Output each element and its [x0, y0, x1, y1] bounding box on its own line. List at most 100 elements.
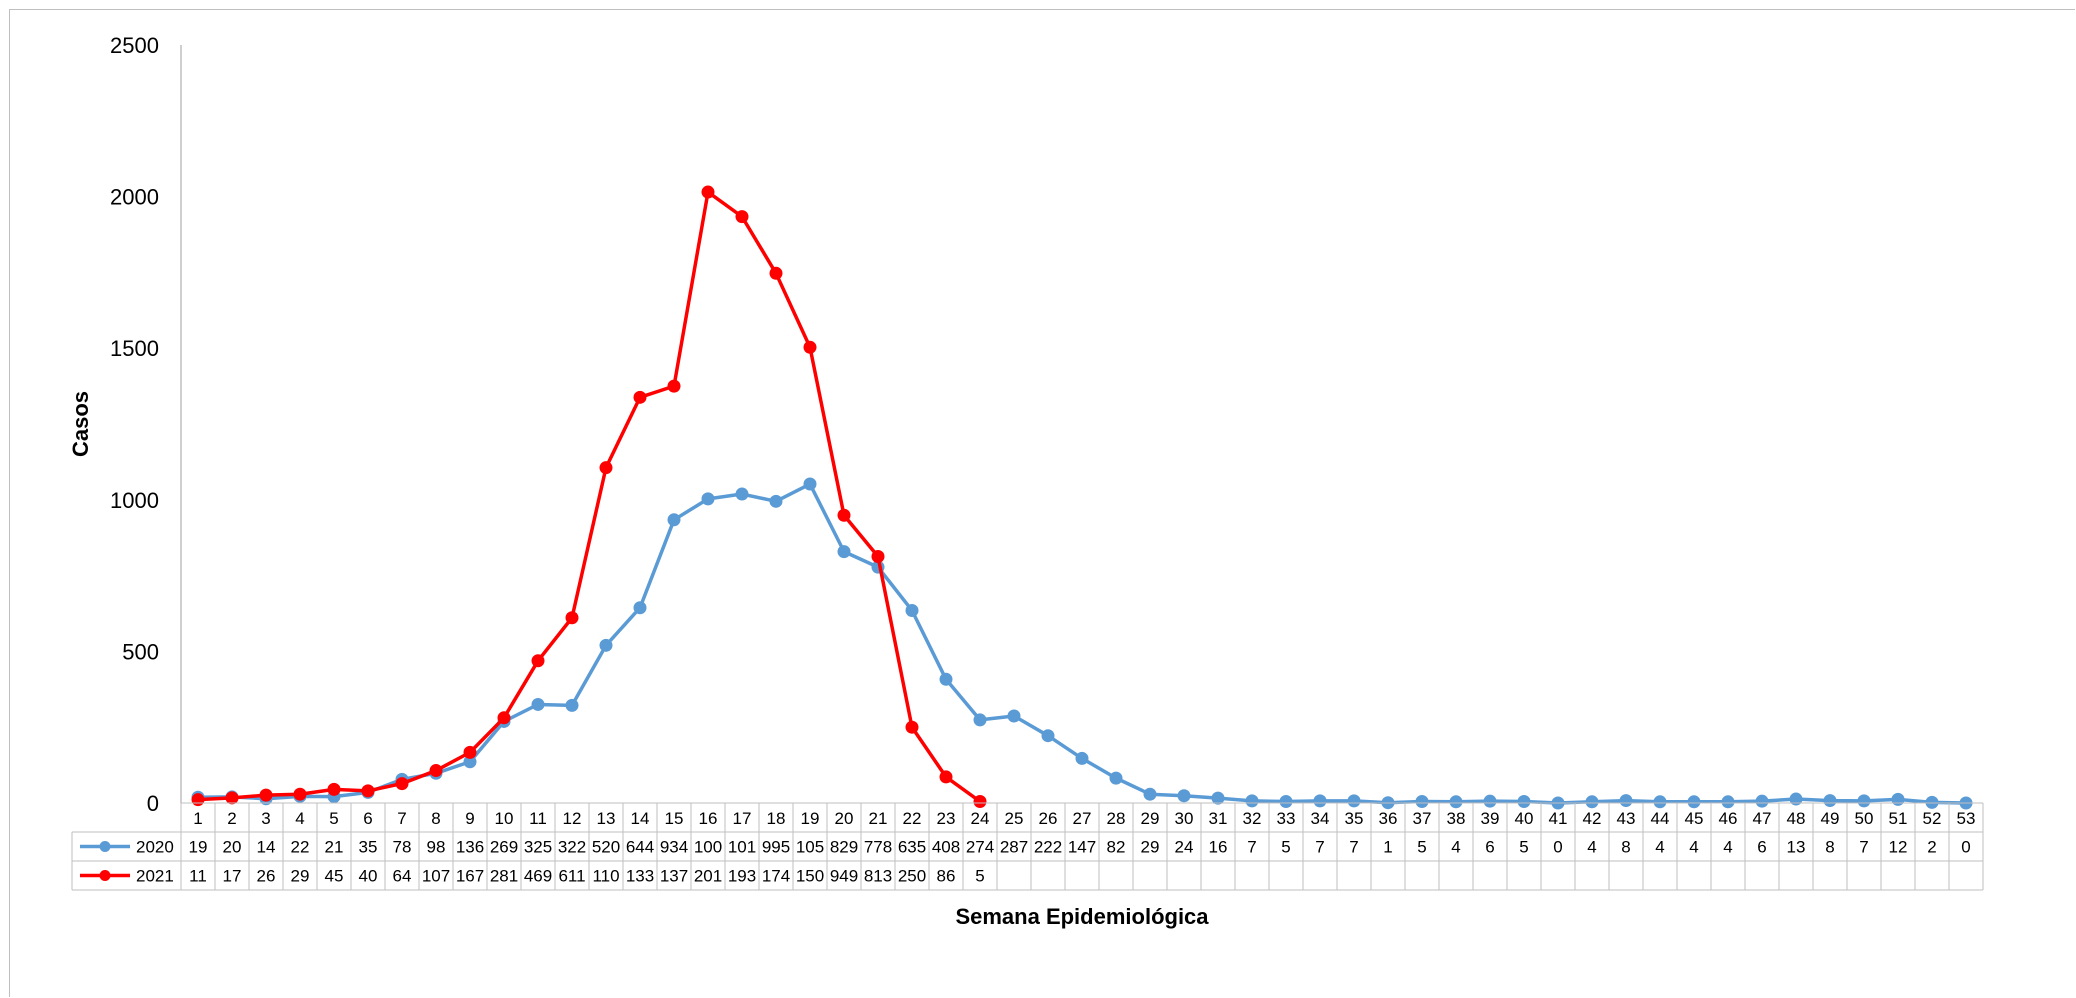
x-tick-label: 34: [1311, 809, 1330, 828]
data-point-2020: [633, 601, 647, 615]
y-tick-label: 1500: [110, 336, 159, 361]
data-point-2020: [701, 492, 715, 506]
data-point-2021: [429, 764, 443, 778]
table-cell: 150: [796, 867, 824, 886]
table-cell: 269: [490, 838, 518, 857]
table-cell: 995: [762, 838, 790, 857]
x-tick-label: 41: [1549, 809, 1568, 828]
x-tick-label: 16: [699, 809, 718, 828]
data-point-2020: [1653, 795, 1667, 809]
table-cell: 14: [257, 838, 276, 857]
x-tick-label: 53: [1957, 809, 1976, 828]
table-cell: 469: [524, 867, 552, 886]
table-cell: 520: [592, 838, 620, 857]
data-point-2020: [1279, 794, 1293, 808]
x-tick-label: 27: [1073, 809, 1092, 828]
data-point-2021: [191, 793, 205, 807]
table-cell: 813: [864, 867, 892, 886]
x-tick-label: 15: [665, 809, 684, 828]
x-axis-label: Semana Epidemiológica: [955, 904, 1209, 929]
data-point-2020: [1823, 794, 1837, 808]
table-cell: 4: [1655, 838, 1664, 857]
table-cell: 829: [830, 838, 858, 857]
x-tick-label: 2: [227, 809, 236, 828]
data-point-2020: [667, 513, 681, 527]
table-cell: 45: [325, 867, 344, 886]
data-point-2021: [803, 340, 817, 354]
y-tick-label: 1000: [110, 488, 159, 513]
legend-label: 2021: [136, 867, 174, 886]
table-cell: 8: [1621, 838, 1630, 857]
table-cell: 29: [1141, 838, 1160, 857]
table-cell: 8: [1825, 838, 1834, 857]
data-point-2021: [293, 787, 307, 801]
x-tick-label: 51: [1889, 809, 1908, 828]
table-cell: 5: [1281, 838, 1290, 857]
table-cell: 201: [694, 867, 722, 886]
data-point-2021: [259, 788, 273, 802]
x-tick-label: 8: [431, 809, 440, 828]
x-tick-label: 9: [465, 809, 474, 828]
table-cell: 24: [1175, 838, 1194, 857]
legend-label: 2020: [136, 838, 174, 857]
y-axis-label: Casos: [68, 391, 93, 457]
legend-marker: [99, 841, 111, 852]
table-cell: 2: [1927, 838, 1936, 857]
table-cell: 13: [1787, 838, 1806, 857]
x-tick-label: 20: [835, 809, 854, 828]
table-cell: 4: [1451, 838, 1460, 857]
data-point-2021: [633, 390, 647, 404]
table-cell: 7: [1859, 838, 1868, 857]
table-cell: 0: [1961, 838, 1970, 857]
y-tick-label: 2000: [110, 185, 159, 210]
x-tick-label: 17: [733, 809, 752, 828]
data-point-2021: [905, 720, 919, 734]
data-point-2020: [565, 698, 579, 712]
data-point-2021: [565, 611, 579, 625]
y-tick-label: 0: [147, 791, 159, 816]
series-2021: [191, 185, 987, 808]
x-tick-label: 36: [1379, 809, 1398, 828]
x-tick-label: 33: [1277, 809, 1296, 828]
table-cell: 7: [1315, 838, 1324, 857]
table-cell: 7: [1247, 838, 1256, 857]
table-cell: 5: [1519, 838, 1528, 857]
table-cell: 949: [830, 867, 858, 886]
table-cell: 193: [728, 867, 756, 886]
legend-2020: 2020: [80, 838, 174, 857]
x-tick-label: 5: [329, 809, 338, 828]
x-tick-label: 31: [1209, 809, 1228, 828]
x-tick-label: 12: [563, 809, 582, 828]
table-cell: 250: [898, 867, 926, 886]
x-tick-label: 47: [1753, 809, 1772, 828]
table-cell: 78: [393, 838, 412, 857]
data-point-2020: [735, 487, 749, 501]
data-point-2020: [973, 713, 987, 727]
table-cell: 5: [975, 867, 984, 886]
x-tick-label: 7: [397, 809, 406, 828]
data-point-2021: [769, 266, 783, 280]
table-cell: 133: [626, 867, 654, 886]
data-point-2021: [225, 791, 239, 805]
table-cell: 107: [422, 867, 450, 886]
y-tick-label: 500: [122, 639, 159, 664]
x-tick-label: 10: [495, 809, 514, 828]
data-point-2020: [939, 672, 953, 686]
series-lines: [191, 185, 1973, 810]
data-point-2020: [1449, 795, 1463, 809]
table-cell: 322: [558, 838, 586, 857]
x-tick-label: 25: [1005, 809, 1024, 828]
table-cell: 325: [524, 838, 552, 857]
data-point-2020: [803, 477, 817, 491]
x-tick-label: 3: [261, 809, 270, 828]
table-cell: 934: [660, 838, 688, 857]
x-tick-label: 30: [1175, 809, 1194, 828]
table-cell: 22: [291, 838, 310, 857]
table-cell: 7: [1349, 838, 1358, 857]
x-tick-label: 29: [1141, 809, 1160, 828]
x-tick-label: 14: [631, 809, 650, 828]
data-point-2021: [531, 654, 545, 668]
data-point-2021: [327, 782, 341, 796]
table-cell: 64: [393, 867, 412, 886]
data-point-2020: [837, 545, 851, 559]
